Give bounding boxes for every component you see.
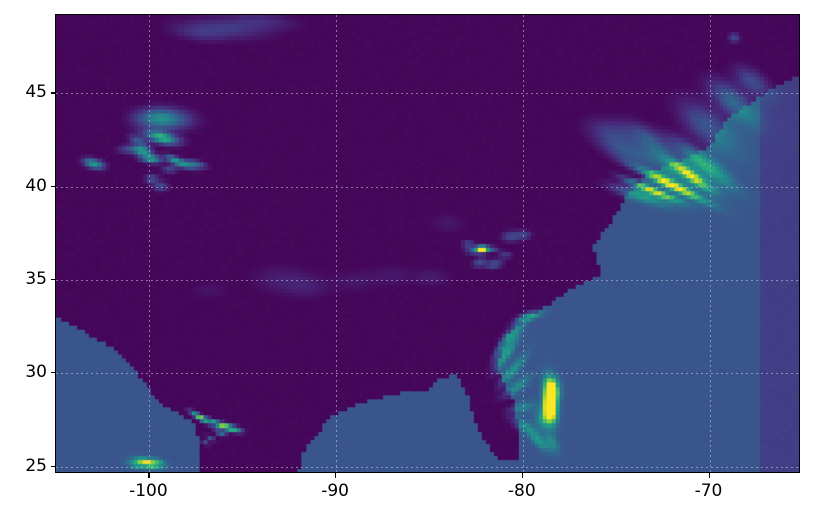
y-tick-label: 35	[25, 269, 47, 289]
y-tick-label: 30	[25, 362, 47, 383]
x-tick-mark	[708, 473, 710, 478]
y-tick-label: 40	[25, 175, 47, 196]
y-tick-mark	[50, 92, 55, 94]
heatmap-image	[56, 15, 799, 472]
y-tick-label: 45	[25, 82, 47, 103]
x-tick-label: -70	[694, 481, 723, 501]
y-tick-label: 25	[25, 455, 47, 476]
x-tick-label: -100	[129, 481, 168, 501]
x-tick-mark	[521, 473, 524, 478]
y-tick-mark	[50, 465, 55, 467]
x-tick-label: -90	[321, 481, 349, 501]
x-tick-label: -80	[507, 481, 536, 501]
y-tick-mark	[50, 185, 55, 187]
y-tick-mark	[50, 279, 55, 281]
x-tick-mark	[335, 473, 337, 478]
x-tick-mark	[148, 473, 150, 478]
y-tick-mark	[50, 372, 55, 374]
main-axes[interactable]	[55, 14, 800, 473]
